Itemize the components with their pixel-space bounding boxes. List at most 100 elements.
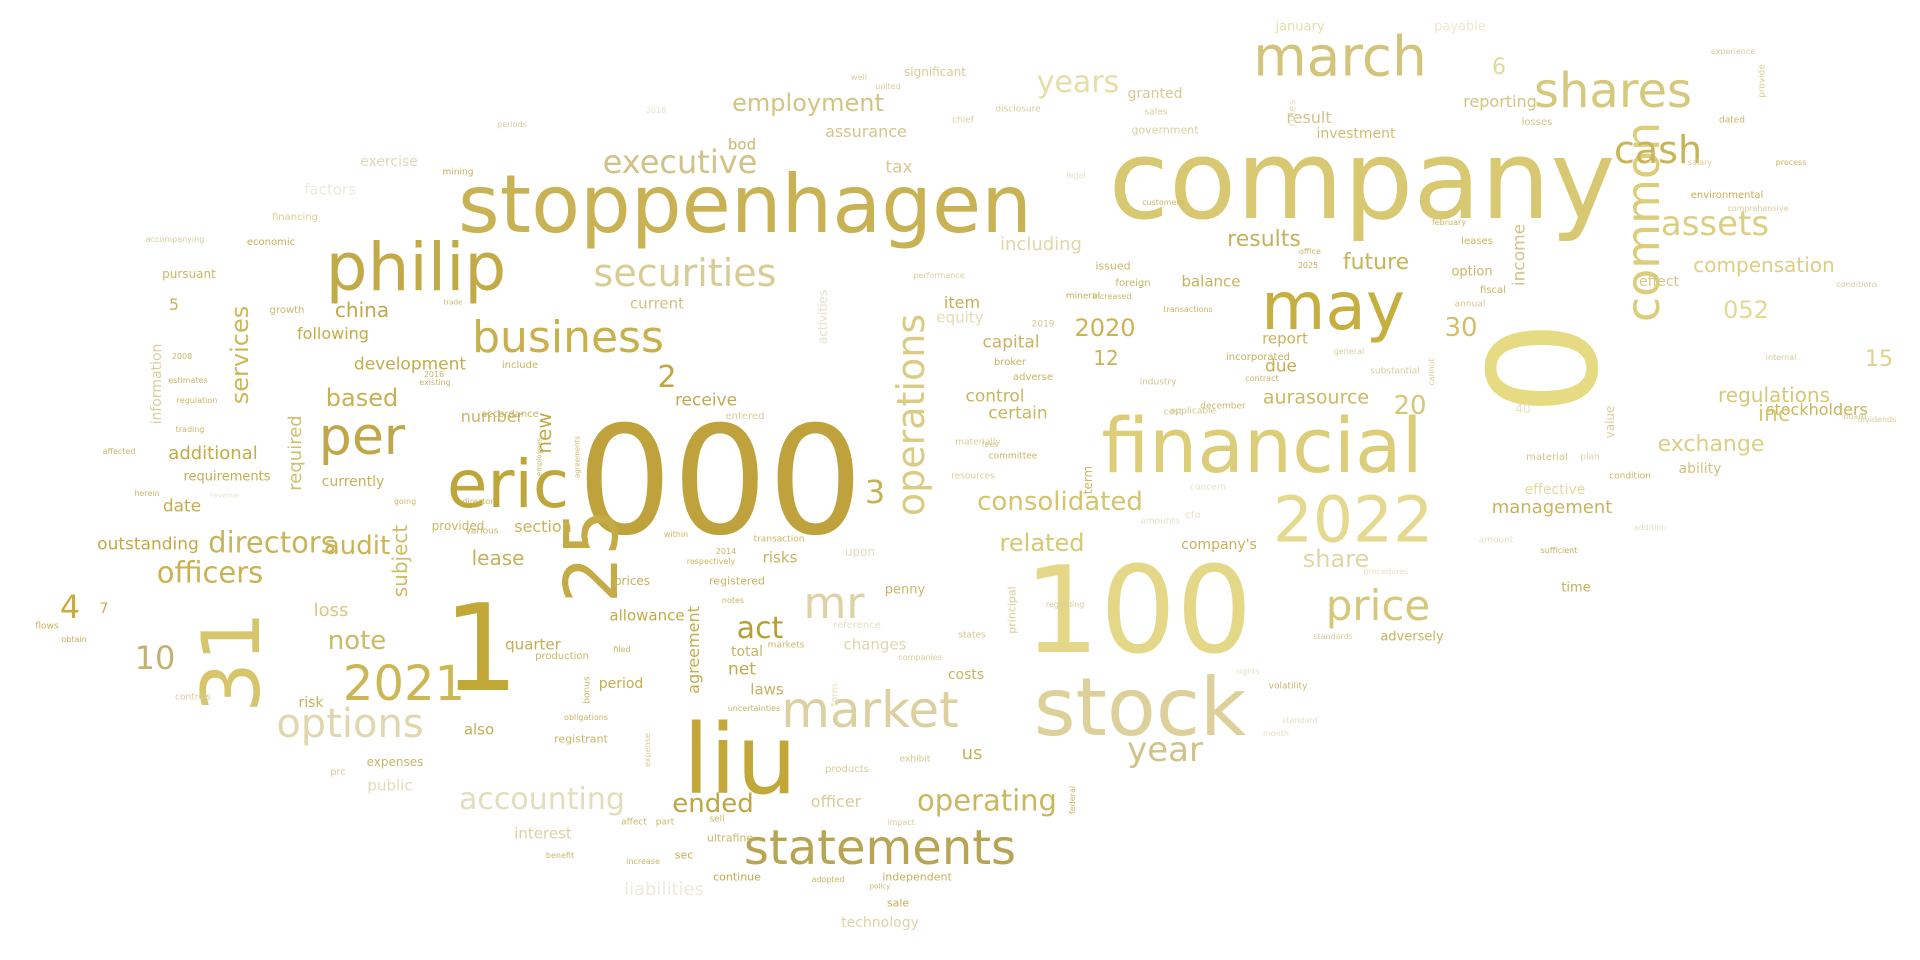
word-effect: effect [1638,274,1680,290]
word-rights: rights [1236,667,1260,676]
word-employment: employment [732,89,884,117]
word-fifty-two: 052 [1723,296,1769,324]
word-growth: growth [269,305,305,316]
word-adopted: adopted [811,875,845,884]
word-philip: philip [325,229,507,306]
word-stockholders: stockholders [1766,400,1868,419]
word-operations: operations [889,313,933,517]
word-fiscal: fiscal [1480,285,1506,296]
word-transactions: transactions [1163,305,1213,314]
word-accordance: accordance [481,409,539,420]
word-policy: policy [869,882,891,891]
word-note: note [327,626,387,656]
word-agreements: agreements [573,435,582,479]
word-due: due [1264,356,1298,377]
word-may: may [1261,268,1405,345]
word-item: item [943,293,981,312]
word-two: 2 [657,360,677,395]
word-employees: employees [535,437,544,477]
word-audit: audit [323,531,391,561]
word-executive: executive [602,143,758,181]
word-receive: receive [674,390,738,411]
word-economic: economic [246,237,296,248]
word-y2018: 2018 [645,106,667,115]
word-obtain: obtain [61,635,87,644]
word-committee: committee [988,451,1038,462]
word-amount: amount [1478,535,1514,546]
word-period: period [598,676,644,692]
word-subject: subject [388,524,412,598]
word-flows: flows [35,621,59,632]
word-control: control [965,386,1025,407]
word-four: 4 [59,588,81,626]
word-notes: notes [721,596,745,605]
word-market: market [781,681,959,739]
word-expense: expense [643,733,652,767]
word-thirty: 30 [1444,313,1478,343]
word-annual: annual [1454,299,1486,310]
word-management: management [1491,497,1613,518]
word-result: result [1286,108,1332,127]
word-sale: sale [886,896,910,910]
word-compensation: compensation [1693,253,1835,277]
word-investment: investment [1316,126,1396,142]
word-option: option [1451,264,1493,280]
word-exhibit: exhibit [899,754,931,765]
word-contract: contract [1245,374,1279,383]
word-broker: broker [993,357,1027,368]
word-various: various [465,526,499,537]
word-sales: sales [1144,107,1168,118]
word-based: based [325,384,399,412]
word-currently: currently [321,474,385,490]
word-company: company [1108,116,1616,244]
word-disclosure: disclosure [995,104,1041,115]
word-issued: issued [1095,259,1131,273]
word-sec: sec [674,848,694,862]
word-cost: cost [1163,407,1183,418]
word-incorporated: incorporated [1226,352,1290,363]
word-united: united [875,82,901,91]
word-companies: companies [898,653,942,662]
word-materially: materially [955,437,1001,448]
word-regulation: regulation [176,396,218,405]
word-report: report [1262,329,1308,348]
word-regulations: regulations [1717,383,1831,407]
word-ultrafine: ultrafine [706,831,754,845]
word-quarter: quarter [505,635,561,654]
word-seven: 7 [99,601,109,617]
word-conditions: conditions [1836,280,1878,289]
word-business: business [472,312,664,363]
word-y2022: 2022 [1272,483,1434,557]
word-income: income [1509,223,1530,287]
word-director: director [462,497,494,506]
word-capital: capital [982,332,1040,353]
word-financial: financial [1101,401,1423,490]
word-within: within [663,530,689,539]
word-section: section [514,517,572,536]
word-effective: effective [1524,482,1586,498]
word-december: december [1200,401,1246,412]
word-liabilities: liabilities [624,879,704,900]
word-stock: stock [1033,661,1247,754]
word-entered: entered [725,411,765,422]
word-also: also [463,720,495,739]
word-environmental: environmental [1690,190,1764,201]
word-act: act [736,611,784,646]
word-transaction: transaction [753,534,805,545]
word-pursuant: pursuant [162,267,216,281]
word-provided: provided [431,519,485,533]
word-accompanying: accompanying [145,235,205,244]
word-federal: federal [1068,785,1077,815]
word-mineral: mineral [1065,291,1101,302]
word-obligations: obligations [564,713,608,722]
word-agreement: agreement [684,606,703,694]
word-cfo: cfo [1185,510,1201,521]
word-production: production [535,651,589,662]
word-granted: granted [1127,86,1183,102]
word-condition: condition [1609,471,1651,482]
word-internal: internal [1765,353,1797,362]
word-bonus: bonus [582,676,593,704]
word-upon: upon [844,545,876,559]
word-forty: 40 [1515,402,1531,416]
word-controls: controls [175,692,211,703]
